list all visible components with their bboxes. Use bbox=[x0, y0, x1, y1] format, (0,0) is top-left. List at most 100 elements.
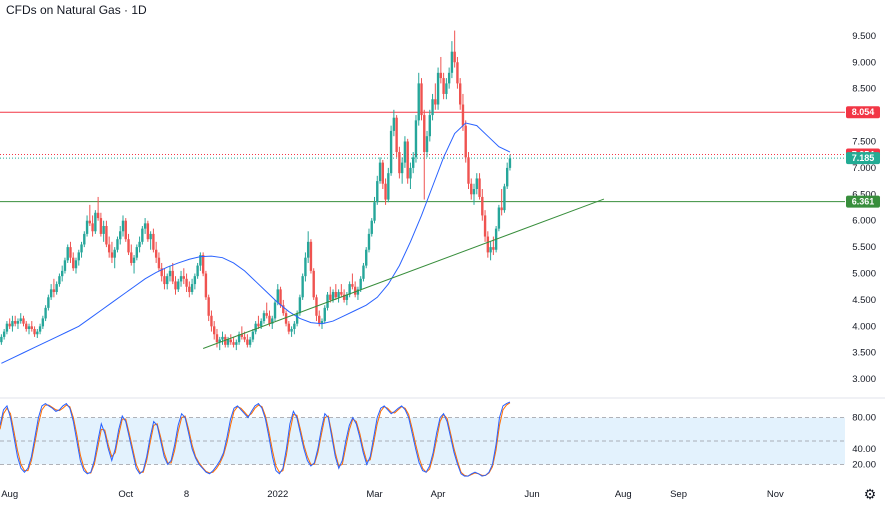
candle-body bbox=[409, 167, 412, 179]
candle-body bbox=[38, 326, 42, 332]
candle-body bbox=[406, 141, 409, 179]
candle-body bbox=[94, 212, 97, 232]
candle-body bbox=[27, 326, 31, 329]
candle-body bbox=[395, 117, 398, 153]
time-tick-label: Aug bbox=[615, 489, 632, 500]
time-axis: Aug Oct 8 2022 Mar Apr Jun Aug Sep Nov bbox=[1, 489, 784, 500]
candle-body bbox=[69, 247, 72, 258]
candle-body bbox=[132, 257, 136, 263]
stochastic-pane bbox=[0, 401, 845, 477]
candle-body bbox=[91, 223, 94, 232]
candle-body bbox=[392, 117, 396, 131]
candle-body bbox=[373, 202, 376, 221]
stochastic-tick-label: 40.00 bbox=[852, 444, 876, 455]
candle-body bbox=[124, 220, 127, 240]
candle-body bbox=[456, 62, 459, 84]
candle-body bbox=[207, 297, 210, 316]
candle-body bbox=[25, 323, 28, 329]
candle-body bbox=[287, 323, 291, 332]
candle-body bbox=[232, 342, 235, 345]
candle-body bbox=[121, 220, 125, 232]
candle-body bbox=[102, 225, 105, 234]
candle-body bbox=[362, 265, 365, 279]
candle-body bbox=[472, 189, 476, 195]
candle-body bbox=[130, 252, 133, 263]
candle-body bbox=[179, 276, 183, 282]
gear-icon[interactable]: ⚙ bbox=[863, 486, 877, 502]
candle-body bbox=[359, 278, 362, 290]
candle-body bbox=[182, 276, 186, 279]
candle-body bbox=[210, 315, 213, 327]
candle-body bbox=[141, 228, 144, 242]
candle-body bbox=[367, 233, 371, 250]
candle-body bbox=[60, 270, 64, 277]
candle-body bbox=[351, 284, 354, 287]
candle-body bbox=[293, 323, 296, 329]
candle-body bbox=[5, 323, 9, 332]
candle-body bbox=[370, 220, 373, 234]
candle-body bbox=[331, 292, 335, 300]
candle-body bbox=[215, 334, 219, 343]
candle-body bbox=[271, 318, 274, 324]
candle-body bbox=[345, 294, 349, 300]
candle-body bbox=[11, 321, 14, 327]
candle-body bbox=[398, 152, 401, 174]
stochastic-tick-label: 80.00 bbox=[852, 413, 876, 424]
time-tick-label: Sep bbox=[670, 489, 687, 500]
candle-body bbox=[389, 130, 393, 174]
candle-body bbox=[417, 83, 420, 121]
price-tick-label: 9.000 bbox=[852, 57, 876, 68]
candle-body bbox=[342, 294, 346, 300]
candle-body bbox=[470, 183, 473, 195]
candle-body bbox=[33, 328, 36, 335]
candle-body bbox=[107, 244, 111, 253]
candle-body bbox=[201, 255, 205, 274]
candle-body bbox=[77, 252, 80, 261]
time-tick-label: Jun bbox=[524, 489, 539, 500]
candle-body bbox=[489, 247, 492, 253]
candle-body bbox=[295, 313, 299, 324]
candle-body bbox=[83, 233, 86, 245]
candle-body bbox=[224, 336, 227, 345]
candle-body bbox=[384, 183, 387, 200]
candle-body bbox=[119, 231, 122, 240]
price-tick-label: 6.000 bbox=[852, 216, 876, 227]
candle-body bbox=[340, 292, 343, 295]
trendline bbox=[202, 198, 605, 349]
candle-body bbox=[356, 289, 360, 295]
candle-body bbox=[423, 115, 426, 153]
candle-body bbox=[2, 331, 6, 337]
candle-body bbox=[508, 158, 512, 168]
candle-body bbox=[458, 83, 462, 105]
candle-body bbox=[185, 278, 188, 287]
candle-body bbox=[453, 51, 456, 63]
candle-body bbox=[320, 321, 324, 324]
candle-body bbox=[72, 257, 75, 269]
candle-body bbox=[174, 281, 177, 290]
candle-body bbox=[99, 218, 103, 234]
candle-body bbox=[265, 313, 268, 316]
candle-body bbox=[116, 239, 119, 250]
candle-body bbox=[348, 284, 351, 295]
candle-body bbox=[445, 83, 448, 94]
candle-body bbox=[96, 212, 100, 219]
candle-body bbox=[497, 207, 501, 229]
candle-body bbox=[442, 78, 445, 94]
candle-body bbox=[154, 249, 158, 258]
candle-body bbox=[213, 326, 216, 335]
candle-body bbox=[14, 321, 17, 324]
time-tick-label: 8 bbox=[184, 489, 189, 500]
price-tick-label: 6.500 bbox=[852, 189, 876, 200]
candle-body bbox=[58, 276, 61, 285]
candle-body bbox=[30, 326, 33, 329]
stochastic-axis: 80.00 40.00 20.00 bbox=[852, 413, 876, 471]
price-badge-label: 8.054 bbox=[852, 107, 875, 117]
candle-body bbox=[80, 244, 83, 253]
time-tick-label: Aug bbox=[1, 489, 18, 500]
candle-body bbox=[19, 318, 22, 322]
candle-body bbox=[8, 323, 11, 327]
candle-body bbox=[85, 220, 89, 234]
price-badge bbox=[846, 152, 880, 165]
